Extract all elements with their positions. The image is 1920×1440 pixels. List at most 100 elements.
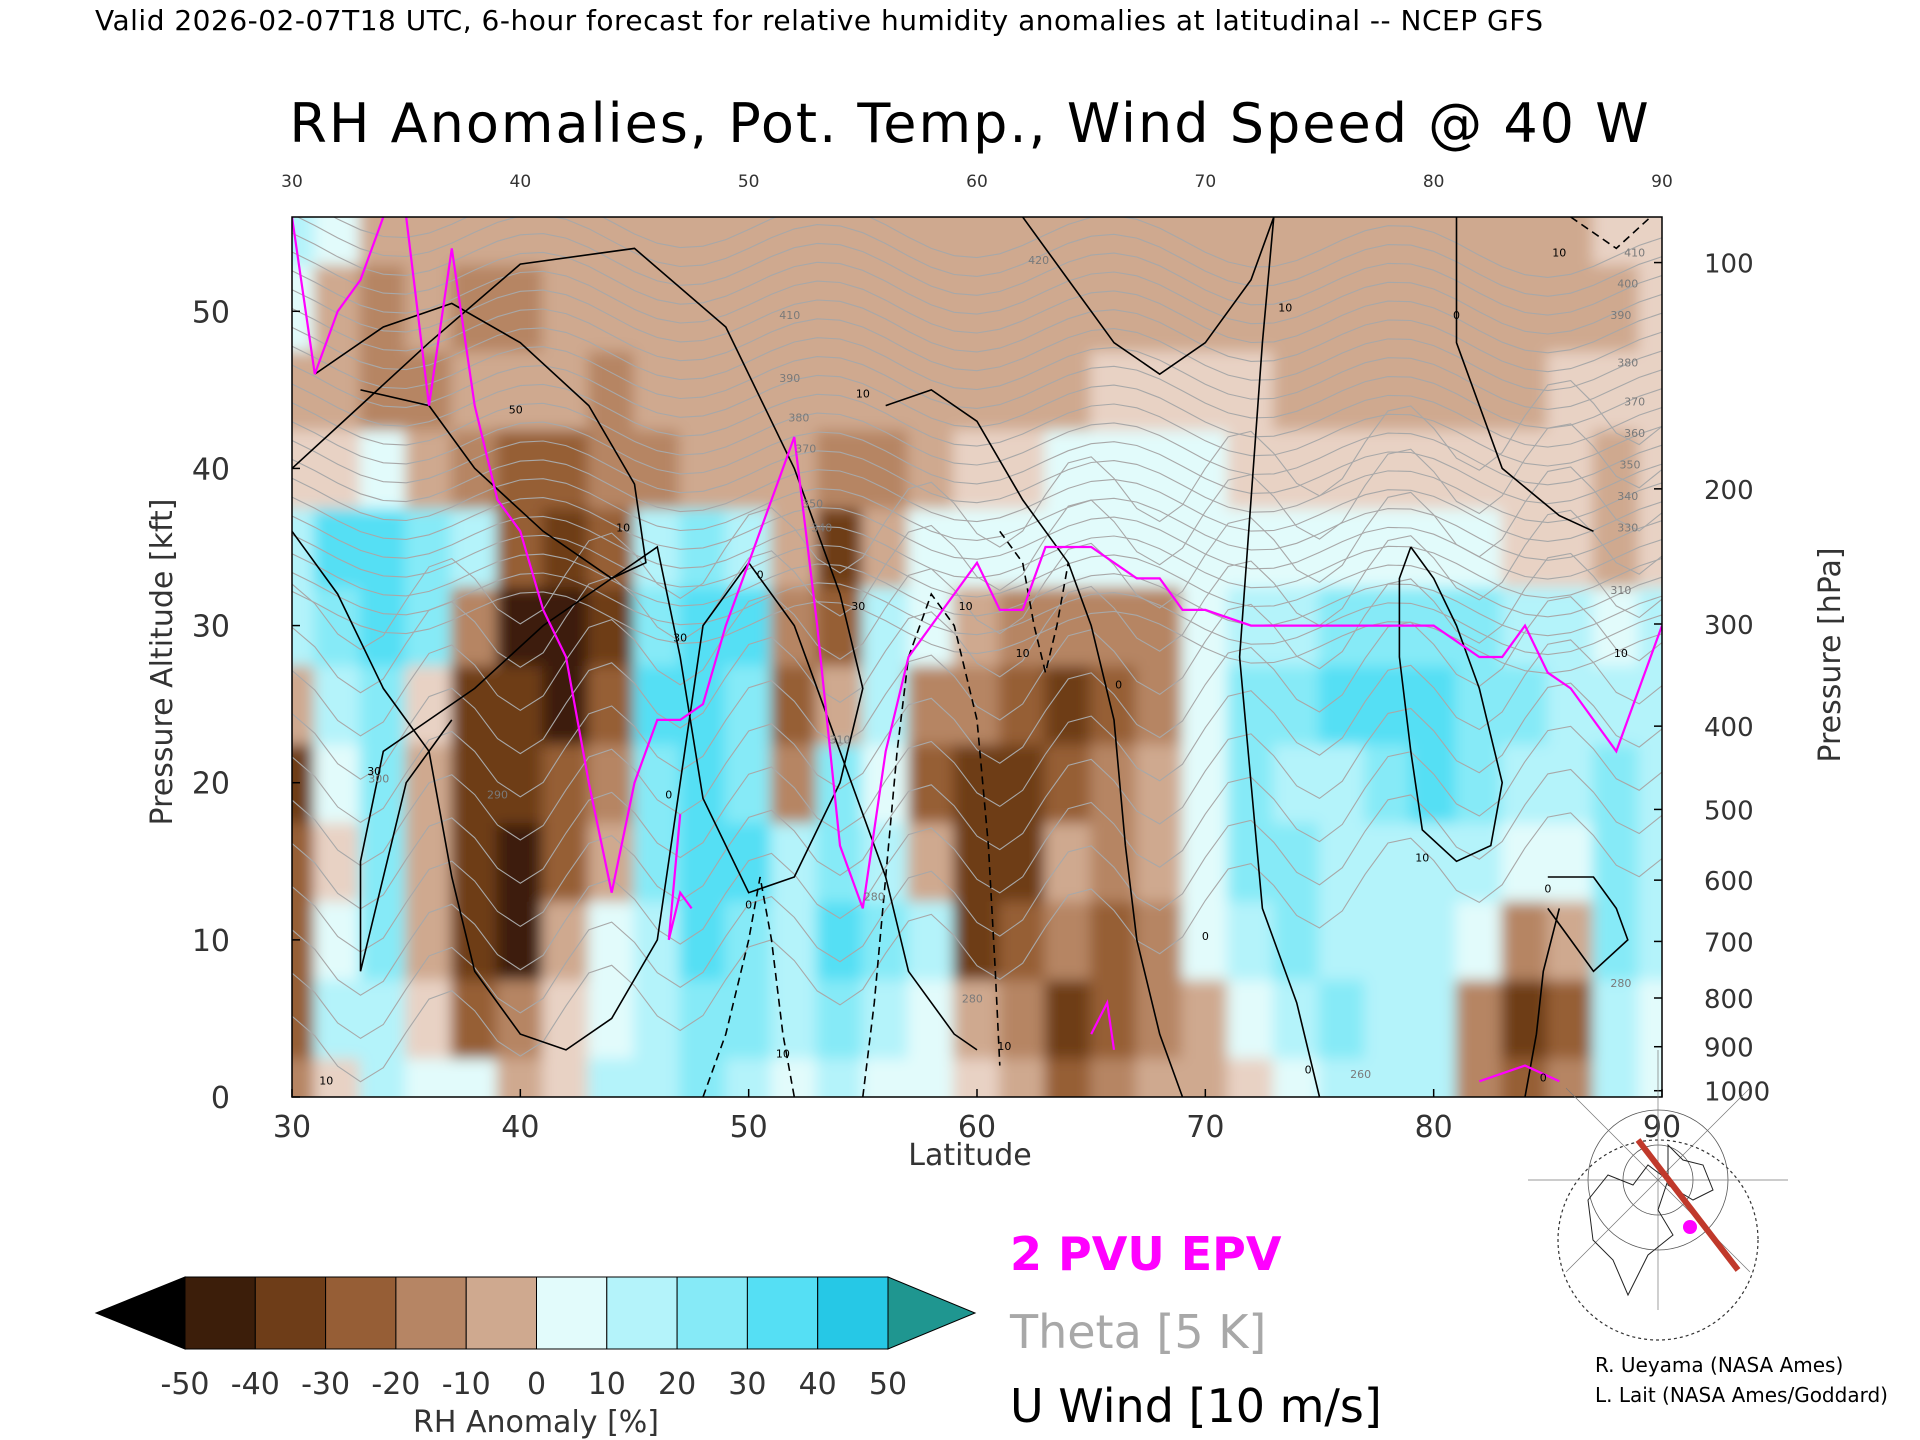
rh-anomaly-cell xyxy=(1181,217,1230,266)
rh-anomaly-cell xyxy=(1638,585,1662,666)
wind-contour-label: 30 xyxy=(673,631,687,644)
rh-anomaly-cell xyxy=(1546,263,1595,352)
colorbar-label: RH Anomaly [%] xyxy=(413,1405,659,1440)
rh-anomaly-cell xyxy=(1090,263,1138,352)
theta-contour xyxy=(292,232,1662,316)
rh-anomaly-cell xyxy=(1638,263,1662,352)
x-top-tick-label: 60 xyxy=(966,172,988,192)
x-tick-label: 80 xyxy=(1415,1110,1453,1145)
rh-anomaly-cell xyxy=(770,349,819,431)
x-top-tick-label: 80 xyxy=(1423,172,1445,192)
rh-anomaly-cell xyxy=(1592,217,1641,266)
u-wind-contour xyxy=(999,530,1070,673)
theta-contours xyxy=(292,217,1662,1083)
wind-contour-label: 0 xyxy=(1453,309,1460,322)
rh-anomaly-cell xyxy=(770,1056,819,1097)
theta-contour xyxy=(292,496,1662,580)
rh-anomaly-cell xyxy=(1501,1056,1549,1097)
rh-anomaly-cell xyxy=(1409,349,1458,431)
y-tick-label: 20 xyxy=(192,767,230,802)
rh-anomaly-cell xyxy=(1318,217,1367,266)
rh-anomaly-cell xyxy=(1501,821,1549,902)
rh-anomaly-cell xyxy=(587,663,636,745)
u-wind-contour xyxy=(1455,217,1594,533)
y-axis-left: 0 10 20 30 40 50 xyxy=(192,295,300,1116)
epv-contour xyxy=(1090,999,1116,1051)
rh-anomaly-cell xyxy=(1181,349,1230,431)
wind-contour-label: 30 xyxy=(851,600,865,613)
wind-contour-label: 50 xyxy=(509,403,523,416)
rh-anomaly-cell xyxy=(1409,978,1458,1059)
rh-anomaly-cell xyxy=(861,428,910,509)
epv-contour xyxy=(292,217,385,375)
wind-contour-label: 10 xyxy=(1016,647,1030,660)
contour-labels: 420 410 390 380 370 350 340 410 400 390 380 370 360 3… xyxy=(319,246,1645,1087)
rh-anomaly-cell xyxy=(1135,663,1184,745)
rh-anomaly-cell xyxy=(724,263,773,352)
u-wind-contour xyxy=(702,876,796,1097)
rh-anomaly-cell xyxy=(1318,263,1367,352)
wind-contour-label: 10 xyxy=(1552,246,1566,259)
rh-anomaly-cell xyxy=(1318,1056,1367,1097)
rh-anomaly-cell xyxy=(405,978,453,1059)
rh-anomaly-cell xyxy=(542,978,590,1059)
colorbar: -50 -40 -30 -20 -10 0 10 20 30 40 50 xyxy=(94,1276,977,1402)
rh-anomaly-cell xyxy=(679,1056,727,1097)
rh-anomaly-cell xyxy=(1501,428,1549,509)
colorbar-tick-label: 10 xyxy=(588,1367,626,1402)
rh-anomaly-cell xyxy=(1318,663,1367,745)
x-axis-top: 30 40 50 60 70 80 90 xyxy=(281,172,1673,192)
rh-anomaly-cell xyxy=(1546,1056,1595,1097)
rh-anomaly-cell xyxy=(359,663,408,745)
y-axis-label-right: Pressure [hPa] xyxy=(1813,547,1848,762)
rh-anomaly-cell xyxy=(1044,742,1093,823)
theta-contour xyxy=(292,423,1662,694)
rh-anomaly-cell xyxy=(861,663,910,745)
rh-anomaly-cell xyxy=(1364,1056,1412,1097)
rh-anomaly-cell xyxy=(1546,821,1595,902)
wind-contour-label: 10 xyxy=(856,388,870,401)
theta-contour-label: 420 xyxy=(1028,254,1049,267)
u-wind-contour xyxy=(862,592,1001,1097)
y-right-tick-label: 800 xyxy=(1704,985,1754,1015)
rh-anomaly-cell xyxy=(313,585,362,666)
rh-anomaly-cell xyxy=(292,978,316,1059)
rh-anomaly-cell xyxy=(1546,585,1595,666)
rh-anomaly-cell xyxy=(907,663,956,745)
colorbar-swatch xyxy=(817,1276,889,1350)
rh-anomaly-cell xyxy=(1272,349,1321,431)
credits: R. Ueyama (NASA Ames) L. Lait (NASA Ames… xyxy=(1595,1350,1888,1410)
wind-contour-label: 10 xyxy=(1614,647,1628,660)
rh-anomaly-cell xyxy=(313,742,362,823)
rh-anomaly-cell xyxy=(405,217,453,266)
rh-anomaly-cell xyxy=(1090,899,1138,981)
colorbar-tick-label: -20 xyxy=(371,1367,420,1402)
rh-anomaly-cell xyxy=(1364,663,1412,745)
rh-anomaly-cell xyxy=(1455,821,1504,902)
rh-anomaly-cell xyxy=(450,978,499,1059)
rh-anomaly-cell xyxy=(861,349,910,431)
rh-anomaly-cell xyxy=(953,663,1001,745)
u-wind-contour xyxy=(1570,217,1652,250)
y-right-tick-label: 300 xyxy=(1704,611,1754,641)
theta-contour xyxy=(296,217,1662,297)
theta-contour-label: 300 xyxy=(368,773,389,786)
rh-anomaly-cell xyxy=(1090,217,1138,266)
rh-anomaly-cell xyxy=(405,585,453,666)
rh-anomaly-cell xyxy=(1090,428,1138,509)
rh-anomaly-cell xyxy=(1272,978,1321,1059)
rh-anomaly-cell xyxy=(770,263,819,352)
rh-anomaly-cell xyxy=(1638,349,1662,431)
rh-anomaly-cell xyxy=(1592,821,1641,902)
rh-anomaly-cell xyxy=(998,899,1047,981)
rh-anomaly-cell xyxy=(450,899,499,981)
rh-anomaly-cell xyxy=(1227,978,1275,1059)
rh-anomaly-cell xyxy=(450,506,499,588)
rh-anomaly-cell xyxy=(450,585,499,666)
rh-anomaly-cell xyxy=(313,428,362,509)
rh-anomaly-cell xyxy=(1135,978,1184,1059)
theta-contour xyxy=(292,515,1662,599)
theta-contour xyxy=(292,768,1662,1040)
rh-anomaly-cell xyxy=(1546,978,1595,1059)
colorbar-tick-label: -50 xyxy=(161,1367,210,1402)
